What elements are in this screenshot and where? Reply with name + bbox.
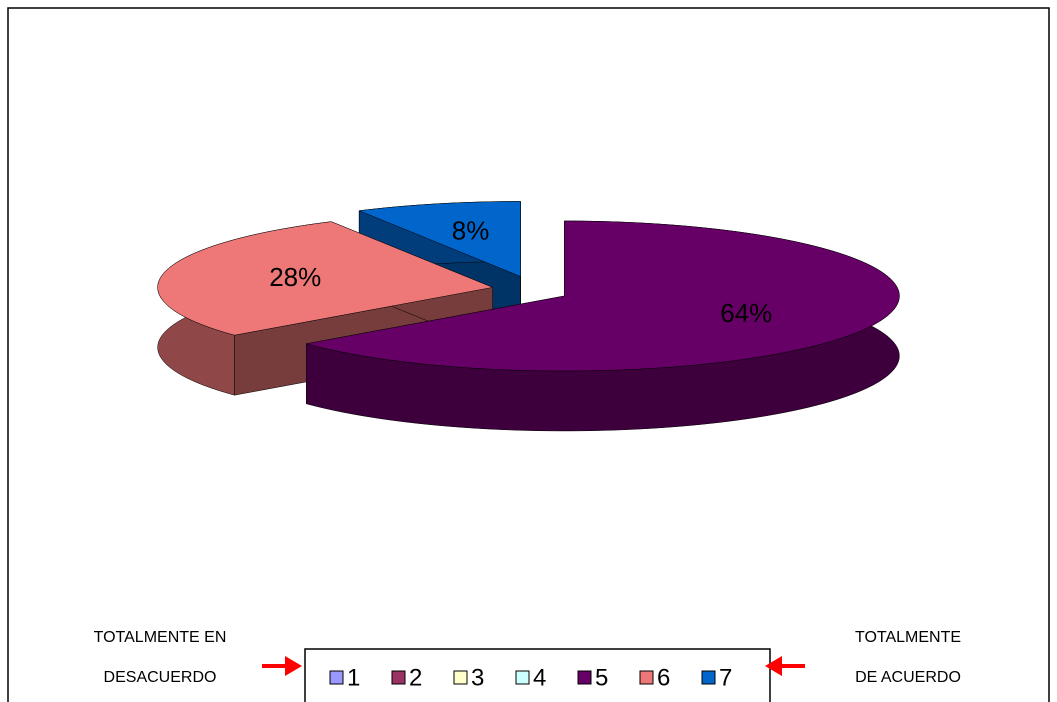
slice-top	[157, 221, 494, 336]
arrow	[262, 656, 302, 676]
legend: 1 2 3 4 5 6 7	[329, 664, 732, 691]
legend-label: 3	[471, 664, 484, 691]
pie: 8% 28% 64%	[157, 201, 900, 432]
slice-top	[306, 220, 900, 372]
legend-swatch	[577, 670, 592, 685]
legend-label: 2	[409, 664, 422, 691]
legend-label: 7	[719, 664, 732, 691]
data-label: 64%	[720, 298, 772, 328]
legend-label: 1	[347, 664, 360, 691]
legend-label: 6	[657, 664, 670, 691]
data-label: 28%	[269, 262, 321, 292]
left-note: DESACUERDO	[104, 669, 217, 686]
legend-swatch	[329, 670, 344, 685]
data-label: 8%	[452, 216, 490, 246]
legend-swatch	[701, 670, 716, 685]
right-note: DE ACUERDO	[855, 669, 961, 686]
slice-top	[358, 201, 521, 277]
slice	[306, 220, 900, 432]
legend-box	[304, 648, 771, 702]
legend-label: 4	[533, 664, 546, 691]
arrow	[765, 656, 805, 676]
legend-swatch	[639, 670, 654, 685]
legend-swatch	[391, 670, 406, 685]
legend-swatch	[515, 670, 530, 685]
left-note: TOTALMENTE EN	[94, 629, 227, 646]
legend-label: 5	[595, 664, 608, 691]
chart-frame	[7, 7, 1050, 702]
right-note: TOTALMENTE	[855, 629, 961, 646]
legend-swatch	[453, 670, 468, 685]
